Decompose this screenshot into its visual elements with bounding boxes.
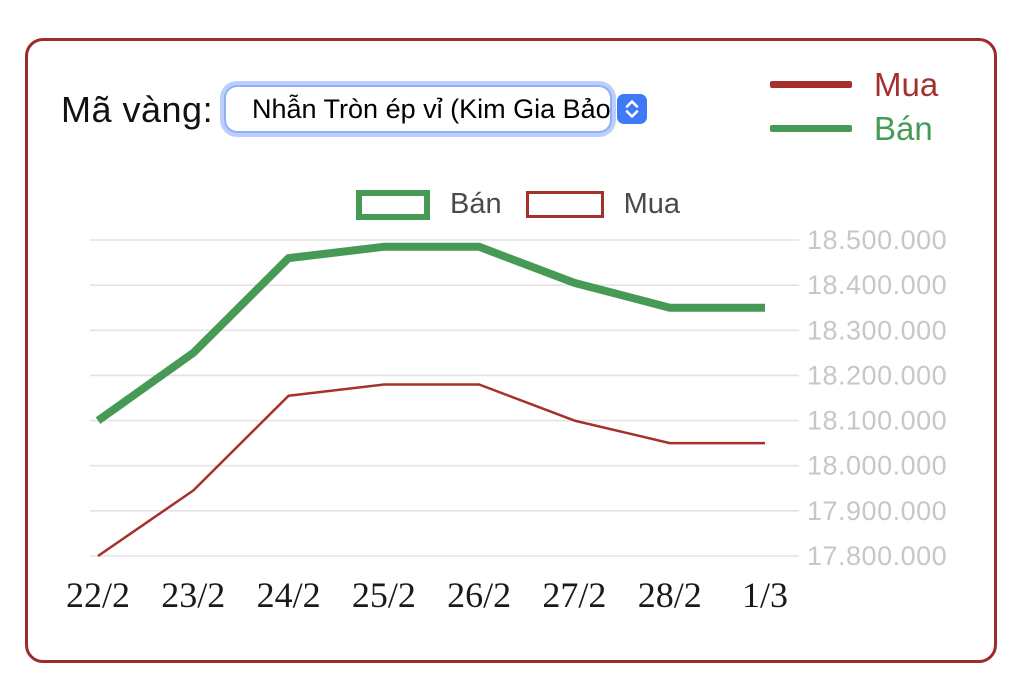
legend-row-ban: Bán: [770, 109, 938, 148]
ban-price-line: [95, 242, 765, 424]
price-chart-svg: 17.800.000 17.900.000 18.000.000 18.100.000…: [66, 225, 947, 615]
x-axis-label: 1/3: [742, 575, 788, 615]
x-axis-label: 22/2: [66, 575, 130, 615]
x-axis-label: 24/2: [257, 575, 321, 615]
mua-swatch-icon: [525, 191, 604, 218]
x-axis-label: 27/2: [542, 575, 606, 615]
chart-legend: Bán Mua: [356, 188, 684, 221]
y-axis-label: 18.000.000: [807, 451, 947, 481]
ban-legend-label: Bán: [874, 109, 933, 147]
ban-line-swatch: [770, 125, 852, 132]
price-chart: 17.800.000 17.900.000 18.000.000 18.100.000…: [63, 183, 983, 633]
y-axis-label: 17.800.000: [807, 541, 947, 571]
x-axis-label: 28/2: [638, 575, 702, 615]
gold-code-select[interactable]: Nhẫn Tròn ép vỉ (Kim Gia Bảo: [226, 87, 647, 131]
ban-swatch-icon: [356, 189, 430, 220]
x-axis-label: 25/2: [352, 575, 416, 615]
gold-code-select-value: Nhẫn Tròn ép vỉ (Kim Gia Bảo: [252, 93, 611, 124]
y-axis-label: 18.300.000: [807, 315, 947, 345]
select-stepper-icon: [616, 94, 647, 124]
x-axis-label: 23/2: [161, 575, 225, 615]
mua-price-line: [97, 383, 765, 558]
x-axis-label: 26/2: [447, 575, 511, 615]
y-axis-label: 18.500.000: [807, 225, 947, 255]
legend-panel: Mua Bán: [770, 65, 938, 148]
mua-line-swatch: [770, 81, 852, 88]
mua-legend-label: Mua: [874, 65, 939, 103]
chart-legend-ban-label: Bán: [450, 188, 502, 220]
y-axis-label: 18.200.000: [807, 360, 947, 390]
y-axis-label: 17.900.000: [807, 496, 947, 526]
y-axis-label: 18.100.000: [807, 406, 947, 436]
legend-row-mua: Mua: [770, 65, 938, 104]
chart-legend-mua-label: Mua: [623, 188, 681, 220]
gold-price-card: Mã vàng: Nhẫn Tròn ép vỉ (Kim Gia Bảo Mu…: [25, 38, 997, 663]
y-axis-label: 18.400.000: [807, 270, 947, 300]
gold-code-label: Mã vàng:: [61, 89, 214, 130]
